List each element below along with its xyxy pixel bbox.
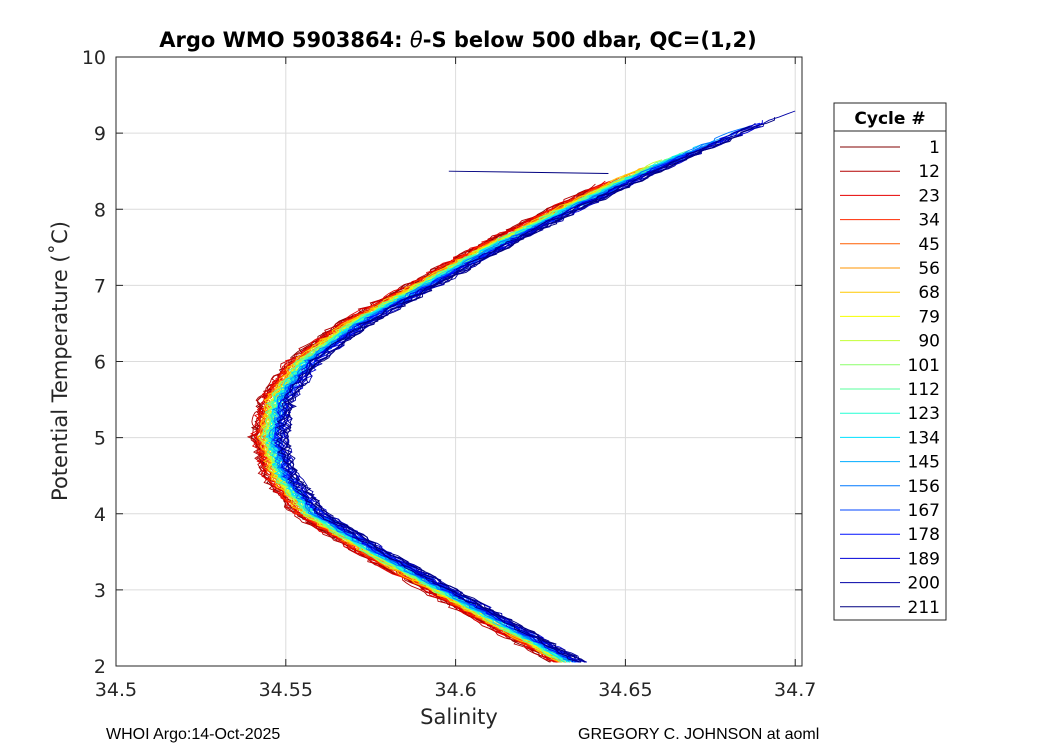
y-axis-title: Potential Temperature (˚C)	[48, 221, 72, 501]
profile-line-cycle-200	[276, 122, 756, 663]
x-tick-label: 34.5	[95, 679, 137, 701]
legend-label-134: 134	[908, 428, 940, 448]
profile-line-cycle-211	[275, 125, 751, 663]
legend-label-200: 200	[908, 574, 940, 594]
footer-right: GREGORY C. JOHNSON at aoml	[578, 726, 820, 743]
legend-label-178: 178	[908, 525, 940, 545]
legend-label-167: 167	[908, 501, 940, 521]
legend-label-156: 156	[908, 477, 940, 497]
legend-label-90: 90	[918, 332, 940, 352]
y-tick-label: 10	[82, 47, 106, 69]
legend-label-145: 145	[908, 453, 940, 473]
legend-label-189: 189	[908, 549, 940, 569]
profile-line-cycle-211	[282, 117, 776, 663]
legend-entries: 1122334455668799010111212313414515616717…	[840, 138, 940, 618]
y-tick-label: 8	[94, 199, 106, 221]
x-tick-label: 34.6	[434, 679, 476, 701]
x-tick-label: 34.65	[598, 679, 652, 701]
legend-label-112: 112	[908, 380, 940, 400]
legend-label-79: 79	[918, 307, 940, 327]
outlier-segment	[448, 170, 609, 174]
y-tick-label: 6	[94, 352, 106, 374]
y-tick-label: 9	[94, 123, 106, 145]
legend-label-1: 1	[929, 138, 940, 158]
profile-line-cycle-12	[250, 183, 603, 663]
y-tick-label: 2	[94, 656, 106, 678]
legend-label-211: 211	[908, 598, 940, 618]
profile-line-cycle-112	[260, 153, 681, 663]
x-tick-label: 34.7	[774, 679, 816, 701]
y-tick-label: 3	[94, 580, 106, 602]
legend: Cycle # 11223344556687990101112123134145…	[833, 102, 947, 621]
legend-label-101: 101	[908, 356, 940, 376]
legend-label-56: 56	[918, 259, 940, 279]
legend-label-45: 45	[918, 235, 940, 255]
footer-left: WHOI Argo:14-Oct-2025	[106, 726, 281, 743]
axis-ticks: 34.5 34.55 34.6 34.65 34.7 2 3 4 5 6 7 8 9 10	[82, 47, 817, 701]
y-tick-label: 7	[94, 275, 106, 297]
y-tick-label: 5	[94, 428, 106, 450]
y-tick-label: 4	[94, 504, 106, 526]
legend-label-23: 23	[918, 186, 940, 206]
legend-title: Cycle #	[854, 109, 925, 129]
legend-box	[833, 130, 947, 621]
legend-label-123: 123	[908, 404, 940, 424]
x-axis-title: Salinity	[420, 705, 498, 729]
profile-line-cycle-211	[286, 134, 742, 663]
x-tick-label: 34.55	[259, 679, 313, 701]
legend-label-34: 34	[918, 211, 940, 231]
chart-title: Argo WMO 5903864: θ-S below 500 dbar, QC…	[159, 28, 756, 52]
profiles	[246, 110, 796, 663]
profile-line-cycle-178	[276, 132, 743, 663]
legend-label-68: 68	[918, 283, 940, 303]
legend-label-12: 12	[918, 162, 940, 182]
